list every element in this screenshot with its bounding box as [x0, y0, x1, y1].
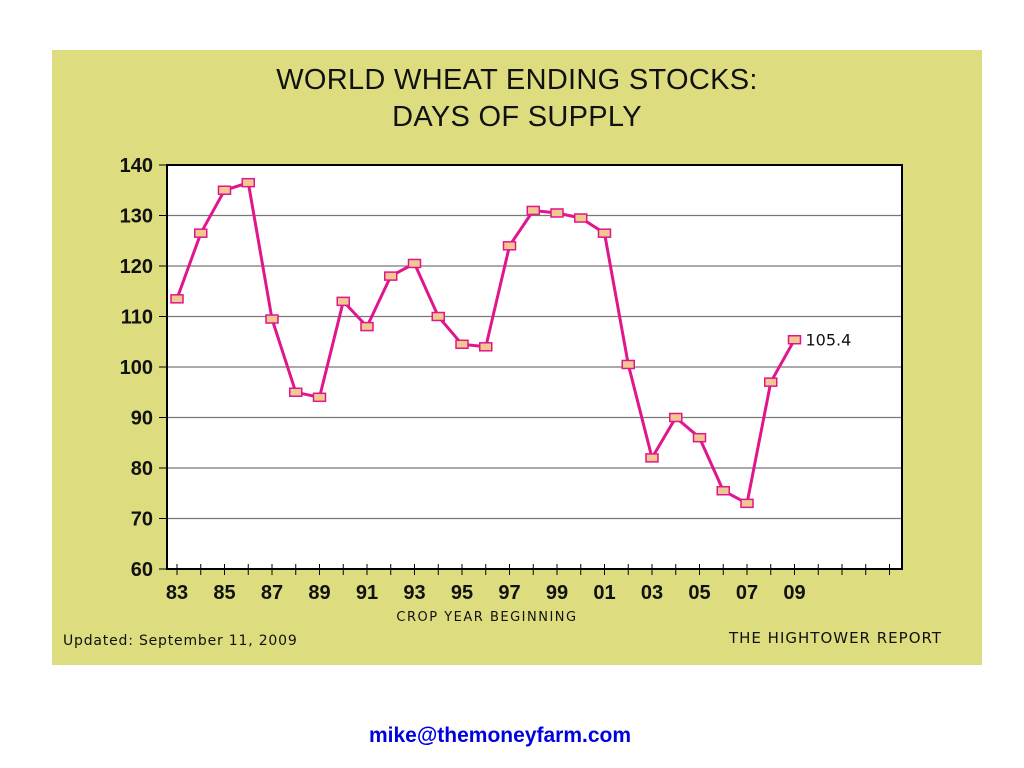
chart-title-line-1: WORLD WHEAT ENDING STOCKS: [276, 64, 758, 96]
data-point [217, 185, 232, 195]
data-point [431, 311, 445, 322]
data-point [669, 412, 683, 423]
data-point [360, 321, 374, 332]
source-label: THE HIGHTOWER REPORT [728, 629, 942, 647]
y-tick-label: 100 [120, 357, 153, 379]
x-axis-label: CROP YEAR BEGINNING [396, 610, 578, 625]
x-tick-label: 97 [498, 582, 520, 604]
x-tick-label: 85 [213, 582, 235, 604]
data-point [621, 359, 635, 370]
data-point [716, 485, 730, 496]
x-tick-label: 01 [593, 582, 615, 604]
x-tick-label: 03 [641, 582, 663, 604]
x-tick-label: 83 [166, 582, 188, 604]
data-point [645, 453, 659, 463]
y-tick-label: 60 [131, 559, 153, 581]
x-tick-label: 09 [783, 582, 805, 604]
data-point [312, 392, 327, 403]
data-point [502, 241, 517, 251]
data-point [740, 498, 754, 509]
y-tick-label: 70 [131, 509, 153, 531]
data-point [170, 294, 184, 304]
data-point [597, 228, 612, 238]
y-tick-label: 110 [121, 307, 153, 329]
chart-title-line-2: DAYS OF SUPPLY [392, 101, 642, 133]
x-tick-label: 87 [261, 582, 283, 604]
x-tick-label: 07 [736, 582, 758, 604]
data-point [194, 228, 208, 238]
x-tick-label: 89 [308, 582, 330, 604]
data-point [289, 387, 303, 397]
data-point [407, 258, 422, 269]
data-point [384, 271, 398, 281]
data-point [479, 342, 493, 352]
contact-email-link[interactable]: mike@themoneyfarm.com [368, 724, 632, 747]
updated-date: Updated: September 11, 2009 [63, 633, 298, 649]
y-tick-label: 120 [120, 256, 153, 278]
y-tick-label: 80 [131, 458, 153, 480]
data-point [265, 314, 279, 324]
data-point [455, 339, 469, 350]
data-point [336, 296, 350, 307]
x-tick-label: 95 [451, 582, 473, 604]
plot-border [166, 164, 903, 570]
data-label: 105.4 [806, 331, 852, 350]
y-tick-label: 140 [120, 155, 153, 177]
data-point [550, 208, 564, 218]
chart-panel: 60 70 80 90 100 110 120 130 140 83 85 87 89 91 93 95 97 9… [52, 50, 982, 665]
data-point [692, 432, 707, 443]
y-tick-label: 90 [131, 408, 153, 430]
x-tick-label: 05 [688, 582, 710, 604]
line-chart: 60 70 80 90 100 110 120 130 140 83 85 87 89 91 93 95 97 9… [120, 155, 903, 604]
y-tick-label: 130 [120, 206, 153, 228]
x-tick-label: 99 [546, 582, 568, 604]
data-point [526, 205, 540, 216]
x-tick-label: 93 [403, 582, 425, 604]
data-point [787, 334, 802, 345]
x-tick-label: 91 [356, 582, 378, 604]
data-point [241, 177, 255, 188]
data-point [574, 213, 588, 223]
data-point [764, 377, 778, 387]
